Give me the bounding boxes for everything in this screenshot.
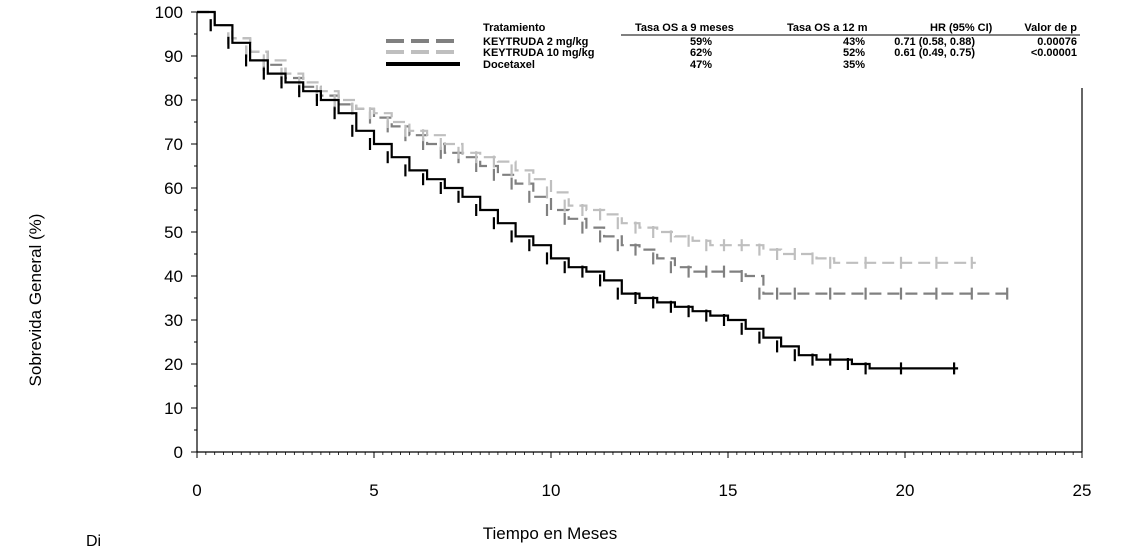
axes: 0 10 20 30 40 50 60 70 80 90 100 0 5 10 15 20 25 — [155, 3, 1092, 500]
x-tick-label: 20 — [896, 481, 915, 500]
legend-cell: <0.00001 — [1031, 47, 1077, 59]
x-tick-label: 15 — [719, 481, 738, 500]
plot-area — [197, 10, 1012, 375]
legend-header: HR (95% CI) — [930, 22, 993, 34]
y-tick-label: 30 — [164, 311, 183, 330]
legend-cell: KEYTRUDA 2 mg/kg — [483, 36, 588, 48]
x-tick-label: 0 — [192, 481, 201, 500]
legend-cell: 59% — [690, 36, 712, 48]
legend-cell: Docetaxel — [483, 59, 535, 71]
y-tick-label: 70 — [164, 135, 183, 154]
x-tick-label: 5 — [369, 481, 378, 500]
legend-cell: 62% — [690, 47, 712, 59]
x-tick-label: 25 — [1073, 481, 1092, 500]
x-tick-label: 10 — [542, 481, 561, 500]
legend-cell: 52% — [843, 47, 865, 59]
series-line-0 — [197, 10, 1012, 295]
y-tick-label: 60 — [164, 179, 183, 198]
stray-text: Di — [86, 533, 102, 546]
legend-cell: 0.61 (0.49, 0.75) — [894, 47, 975, 59]
x-axis-title: Tiempo en Meses — [483, 524, 617, 543]
legend-cell: KEYTRUDA 10 mg/kg — [483, 47, 594, 59]
y-tick-label: 20 — [164, 355, 183, 374]
y-tick-label: 100 — [155, 3, 183, 22]
y-tick-label: 10 — [164, 399, 183, 418]
y-tick-label: 80 — [164, 91, 183, 110]
series-line-2 — [197, 10, 959, 370]
y-tick-label: 40 — [164, 267, 183, 286]
legend-header: Tratamiento — [483, 22, 546, 34]
y-axis-title: Sobrevida General (%) — [26, 214, 45, 387]
legend-header: Valor de p — [1024, 22, 1077, 34]
legend-cell: 47% — [690, 59, 712, 71]
y-tick-label: 0 — [174, 443, 183, 462]
legend-header: Tasa OS a 9 meses — [635, 22, 734, 34]
legend-cell: 0.71 (0.58, 0.88) — [894, 36, 975, 48]
legend-cell: 43% — [843, 36, 865, 48]
y-tick-label: 50 — [164, 223, 183, 242]
legend-cell: 0.00076 — [1037, 36, 1077, 48]
legend-cell: 35% — [843, 59, 865, 71]
y-tick-label: 90 — [164, 47, 183, 66]
legend-header: Tasa OS a 12 m — [787, 22, 868, 34]
legend-table: Tratamiento Tasa OS a 9 meses Tasa OS a 12… — [386, 22, 1080, 71]
